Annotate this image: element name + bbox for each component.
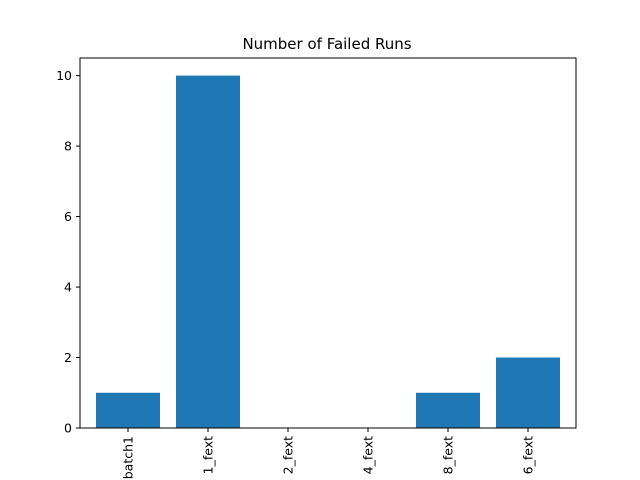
y-tick-label: 4 <box>64 280 72 295</box>
y-tick-label: 6 <box>64 209 72 224</box>
bars-group <box>96 75 560 429</box>
y-tick-label: 8 <box>64 139 72 154</box>
x-tick-label: 6_fext <box>521 436 536 474</box>
x-tick-label: 8_fext <box>441 436 456 474</box>
bar-8_fext <box>416 392 480 428</box>
bar-6_fext <box>496 357 560 428</box>
y-tick-label: 10 <box>56 68 72 83</box>
x-tick-label: 2_fext <box>281 436 296 474</box>
y-tick-label: 0 <box>64 421 72 436</box>
chart-title: Number of Failed Runs <box>242 35 411 53</box>
x-tick-label: batch1 <box>121 436 136 479</box>
y-axis: 0 2 4 6 8 10 <box>56 68 80 436</box>
x-tick-label: 4_fext <box>361 436 376 474</box>
bar-1_fext <box>176 75 240 429</box>
bar-batch1 <box>96 392 160 428</box>
y-tick-label: 2 <box>64 350 72 365</box>
x-tick-label: 1_fext <box>201 436 216 474</box>
x-axis: batch1 1_fext 2_fext 4_fext 8_fext 6_fext <box>121 428 536 479</box>
plot-frame <box>79 57 577 429</box>
